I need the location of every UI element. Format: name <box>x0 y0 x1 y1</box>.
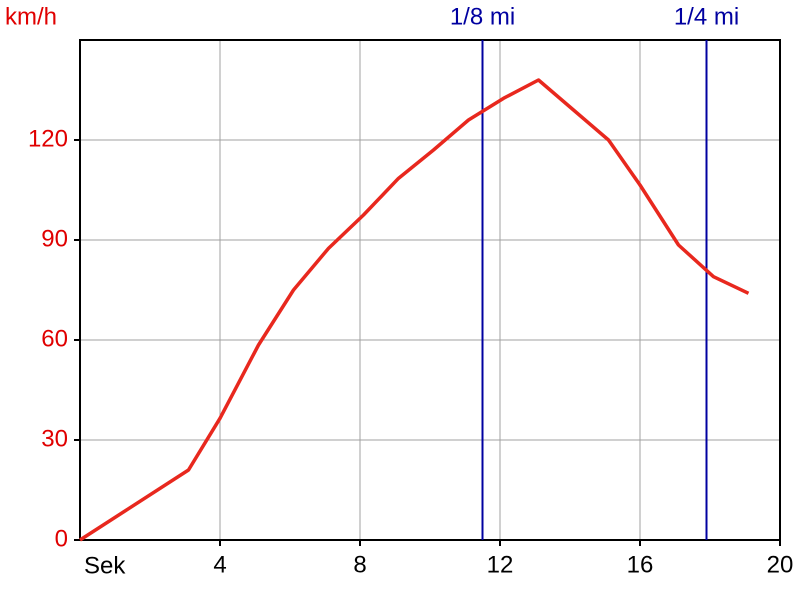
x-tick-label: 12 <box>487 551 514 578</box>
y-tick-label: 0 <box>55 525 68 552</box>
y-tick-label: 60 <box>41 325 68 352</box>
y-tick-label: 120 <box>28 125 68 152</box>
x-axis-label: Sek <box>84 552 126 579</box>
plot-frame <box>79 39 781 541</box>
distance-marker-label: 1/4 mi <box>674 3 739 30</box>
x-tick-label: 20 <box>767 551 794 578</box>
x-tick-label: 16 <box>627 551 654 578</box>
distance-marker-label: 1/8 mi <box>450 3 515 30</box>
y-axis-label: km/h <box>5 3 57 30</box>
x-tick-label: 8 <box>353 551 366 578</box>
y-tick-label: 90 <box>41 225 68 252</box>
x-tick-label: 4 <box>213 551 226 578</box>
y-tick-label: 30 <box>41 425 68 452</box>
speed-line <box>79 78 750 542</box>
